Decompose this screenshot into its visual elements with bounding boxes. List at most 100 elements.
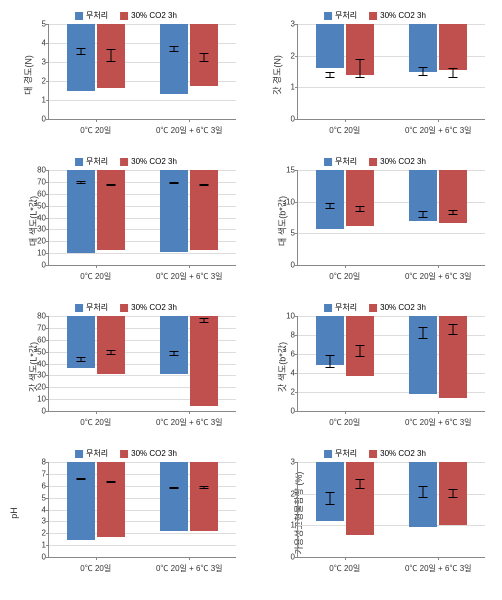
legend-item: 30% CO2 3h xyxy=(120,449,177,458)
error-bar xyxy=(359,59,360,78)
bar-wrap xyxy=(190,170,218,265)
y-tick-label: 40 xyxy=(37,359,49,368)
bar-wrap xyxy=(190,316,218,411)
bar xyxy=(409,24,437,72)
x-tick-label: 0℃ 20일 + 6℃ 3일 xyxy=(405,557,472,574)
y-tick-label: 0 xyxy=(291,407,298,416)
bars-container: 0℃ 20일0℃ 20일 + 6℃ 3일 xyxy=(49,170,236,265)
bar-group: 0℃ 20일 xyxy=(49,462,143,557)
y-tick-label: 20 xyxy=(37,237,49,246)
legend-swatch xyxy=(369,304,377,312)
bar xyxy=(190,316,218,406)
legend-swatch xyxy=(324,12,332,20)
x-tick-label: 0℃ 20일 + 6℃ 3일 xyxy=(156,119,223,136)
chart-7: 무처리30% CO2 3h가용성고형물함량 (%)01230℃ 20일0℃ 20… xyxy=(255,444,495,582)
legend-item: 30% CO2 3h xyxy=(120,303,177,312)
bar-wrap xyxy=(346,316,374,411)
x-tick-label: 0℃ 20일 xyxy=(329,557,360,574)
y-tick-label: 4 xyxy=(291,369,298,378)
error-bar xyxy=(174,182,175,184)
bar-wrap xyxy=(160,24,188,119)
bar xyxy=(346,462,374,535)
plot-area: 0510150℃ 20일0℃ 20일 + 6℃ 3일 xyxy=(297,170,485,266)
y-tick-label: 60 xyxy=(37,189,49,198)
bar xyxy=(439,24,467,70)
x-tick-label: 0℃ 20일 xyxy=(80,557,111,574)
bar-group: 0℃ 20일 xyxy=(298,24,392,119)
y-axis-label: 대 경도(N) xyxy=(21,55,34,95)
bars-container: 0℃ 20일0℃ 20일 + 6℃ 3일 xyxy=(49,316,236,411)
y-tick-label: 2 xyxy=(291,51,298,60)
plot-area: 0123456780℃ 20일0℃ 20일 + 6℃ 3일 xyxy=(48,462,236,558)
x-tick-label: 0℃ 20일 + 6℃ 3일 xyxy=(405,119,472,136)
bar-wrap xyxy=(439,316,467,411)
y-tick-label: 4 xyxy=(42,39,49,48)
y-axis-label: 갓 색도(b*값) xyxy=(276,342,289,392)
legend-label: 무처리 xyxy=(86,156,108,167)
y-tick-label: 7 xyxy=(42,469,49,478)
x-tick-label: 0℃ 20일 + 6℃ 3일 xyxy=(156,557,223,574)
x-tick-label: 0℃ 20일 + 6℃ 3일 xyxy=(156,265,223,282)
legend-label: 30% CO2 3h xyxy=(131,157,177,166)
y-tick-label: 30 xyxy=(37,225,49,234)
error-bar xyxy=(359,206,360,212)
bar-wrap xyxy=(190,462,218,557)
legend-label: 30% CO2 3h xyxy=(380,303,426,312)
bar xyxy=(190,462,218,531)
bar-group: 0℃ 20일 + 6℃ 3일 xyxy=(392,24,486,119)
legend-item: 무처리 xyxy=(75,10,108,21)
error-bar xyxy=(174,487,175,489)
bar-wrap xyxy=(67,316,95,411)
plot-area: 010203040506070800℃ 20일0℃ 20일 + 6℃ 3일 xyxy=(48,170,236,266)
plot-area: 01230℃ 20일0℃ 20일 + 6℃ 3일 xyxy=(297,462,485,558)
y-tick-label: 2 xyxy=(42,77,49,86)
error-bar xyxy=(174,351,175,356)
bar-wrap xyxy=(67,462,95,557)
legend-swatch xyxy=(369,158,377,166)
plot-area: 010203040506070800℃ 20일0℃ 20일 + 6℃ 3일 xyxy=(48,316,236,412)
bar-group: 0℃ 20일 xyxy=(49,24,143,119)
legend-swatch xyxy=(120,304,128,312)
legend-swatch xyxy=(369,12,377,20)
error-bar xyxy=(110,350,111,355)
legend: 무처리 30% CO2 3h xyxy=(75,156,177,167)
bar-wrap xyxy=(97,316,125,411)
bar xyxy=(97,316,125,374)
legend-label: 무처리 xyxy=(86,448,108,459)
bar-wrap xyxy=(97,462,125,557)
bar-wrap xyxy=(409,170,437,265)
error-bar xyxy=(174,46,175,52)
x-tick-label: 0℃ 20일 + 6℃ 3일 xyxy=(405,265,472,282)
plot-area: 02468100℃ 20일0℃ 20일 + 6℃ 3일 xyxy=(297,316,485,412)
legend: 무처리 30% CO2 3h xyxy=(324,302,426,313)
bar-group: 0℃ 20일 + 6℃ 3일 xyxy=(143,170,237,265)
bar-wrap xyxy=(160,462,188,557)
y-tick-label: 5 xyxy=(291,229,298,238)
bar-wrap xyxy=(190,24,218,119)
bar-wrap xyxy=(346,24,374,119)
legend-swatch xyxy=(324,304,332,312)
y-tick-label: 6 xyxy=(291,350,298,359)
chart-4: 무처리30% CO2 3h갓 색도(L*값)010203040506070800… xyxy=(6,298,246,436)
chart-2: 무처리30% CO2 3h대 색도(L*값)010203040506070800… xyxy=(6,152,246,290)
bar-wrap xyxy=(67,170,95,265)
y-tick-label: 2 xyxy=(42,529,49,538)
y-tick-label: 2 xyxy=(291,388,298,397)
error-bar xyxy=(204,184,205,186)
y-tick-label: 70 xyxy=(37,177,49,186)
bar-wrap xyxy=(439,24,467,119)
y-tick-label: 1 xyxy=(42,541,49,550)
bar-group: 0℃ 20일 + 6℃ 3일 xyxy=(143,24,237,119)
y-tick-label: 1 xyxy=(291,521,298,530)
legend-item: 무처리 xyxy=(75,302,108,313)
legend-item: 무처리 xyxy=(324,302,357,313)
legend: 무처리30% CO2 3h xyxy=(75,10,177,21)
error-bar xyxy=(204,486,205,488)
legend-item: 무처리 xyxy=(324,10,357,21)
bar-wrap xyxy=(97,24,125,119)
y-tick-label: 4 xyxy=(42,505,49,514)
legend-label: 무처리 xyxy=(335,448,357,459)
y-tick-label: 3 xyxy=(291,20,298,29)
x-tick-label: 0℃ 20일 xyxy=(80,265,111,282)
y-tick-label: 30 xyxy=(37,371,49,380)
